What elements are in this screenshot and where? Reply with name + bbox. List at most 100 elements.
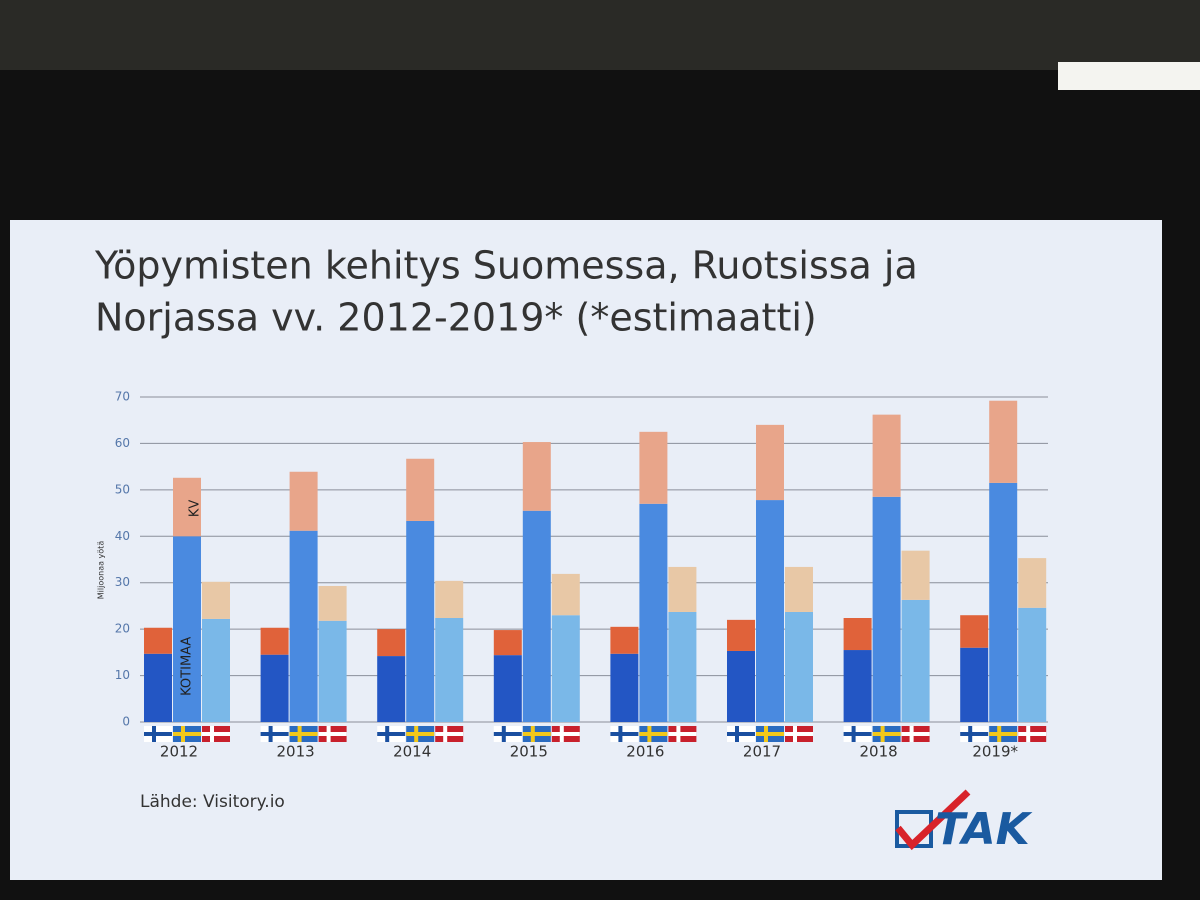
flag-cross: [435, 732, 464, 736]
bar-segment: [639, 431, 668, 504]
flag-cross: [173, 732, 201, 736]
bar-segment: [610, 626, 639, 654]
flag-cross: [901, 732, 930, 736]
flag-cross: [618, 726, 623, 742]
flag-cross: [960, 732, 989, 736]
flag-cross: [152, 726, 156, 742]
bar-segment: [960, 647, 989, 722]
chart-title: Norjassa vv. 2012-2019* (*estimaatti): [95, 296, 817, 340]
flag-cross: [909, 726, 914, 742]
flag-cross: [297, 726, 302, 742]
flag-cross: [880, 726, 885, 742]
x-tick-label: 2013: [277, 743, 315, 761]
bar-segment: [289, 471, 318, 531]
flag-cross: [843, 732, 872, 736]
flag-cross: [522, 732, 551, 736]
bar-segment: [727, 650, 755, 722]
x-tick-label: 2015: [510, 743, 548, 761]
bar-segment: [785, 566, 813, 612]
bar-segment: [639, 503, 668, 722]
flag-cross: [1026, 726, 1031, 742]
flag-cross: [260, 732, 289, 736]
flag-cross: [785, 732, 813, 736]
bar-segment: [144, 627, 172, 654]
flag-cross: [551, 732, 580, 736]
bar-segment: [435, 580, 464, 618]
flag-cross: [647, 726, 652, 742]
y-tick-label: 50: [115, 482, 130, 496]
x-tick-label: 2014: [393, 743, 431, 761]
flag-cross: [727, 732, 755, 736]
flag-cross: [851, 726, 856, 742]
chart-title: Yöpymisten kehitys Suomessa, Ruotsissa j…: [94, 244, 918, 288]
bar-segment: [551, 615, 580, 722]
x-tick-label: 2016: [626, 743, 664, 761]
bar-segment: [318, 620, 347, 722]
bar-segment: [960, 615, 989, 648]
bar-segment: [377, 629, 406, 657]
logo-check: [895, 789, 971, 851]
bar-segment: [173, 536, 201, 722]
bar-segment: [493, 655, 522, 722]
bar-segment: [872, 496, 901, 722]
flag-cross: [414, 726, 419, 742]
flag-cross: [501, 726, 506, 742]
flag-cross: [289, 732, 318, 736]
y-tick-label: 10: [115, 668, 130, 682]
y-tick-label: 40: [115, 529, 130, 543]
ceiling: [0, 0, 1200, 70]
slide: [10, 220, 1162, 880]
bar-segment: [551, 573, 580, 616]
flag-cross: [318, 732, 347, 736]
flag-cross: [968, 726, 973, 742]
logo: TAK: [895, 789, 1033, 855]
bar-segment: [1018, 607, 1047, 722]
bar-segment: [522, 442, 551, 511]
bar-segment: [843, 618, 872, 651]
bar-segment: [872, 414, 901, 497]
flag-cross: [764, 726, 768, 742]
flag-cross: [210, 726, 214, 742]
flag-cross: [268, 726, 273, 742]
bar-segment: [843, 650, 872, 722]
flag-cross: [989, 732, 1018, 736]
y-tick-label: 70: [115, 390, 130, 404]
bar-segment: [435, 618, 464, 722]
bar-segment: [989, 400, 1018, 483]
flag-cross: [676, 726, 681, 742]
bar-segment: [901, 599, 930, 722]
flag-cross: [144, 732, 172, 736]
bar-segment: [901, 550, 930, 600]
flag-cross: [202, 732, 230, 736]
y-axis-label: Miljoonaa yötä: [97, 541, 106, 600]
y-tick-label: 0: [122, 715, 130, 729]
bar-segment: [144, 653, 172, 722]
bar-segment: [202, 581, 230, 619]
logo-text: TAK: [935, 804, 1033, 855]
bar-segment: [493, 630, 522, 656]
bar-segment: [668, 611, 697, 722]
bar-segment: [727, 619, 755, 651]
bar-segment: [610, 653, 639, 722]
x-tick-label: 2019*: [972, 743, 1018, 761]
flag-cross: [610, 732, 639, 736]
source: Lähde: Visitory.io: [140, 792, 285, 812]
flag-cross: [639, 732, 668, 736]
bar-segment: [289, 530, 318, 722]
y-tick-label: 30: [115, 575, 130, 589]
bar-segment: [260, 627, 289, 655]
bar-segment: [989, 482, 1018, 722]
series-label: KOTIMAA: [180, 637, 195, 696]
flag-cross: [1018, 732, 1047, 736]
bar-segment: [785, 611, 813, 722]
flag-cross: [493, 732, 522, 736]
flag-cross: [793, 726, 797, 742]
bar-segment: [668, 566, 697, 612]
flag-cross: [668, 732, 697, 736]
bar-segment: [202, 618, 230, 722]
flag-cross: [406, 732, 435, 736]
x-tick-label: 2017: [743, 743, 781, 761]
flag-cross: [530, 726, 535, 742]
